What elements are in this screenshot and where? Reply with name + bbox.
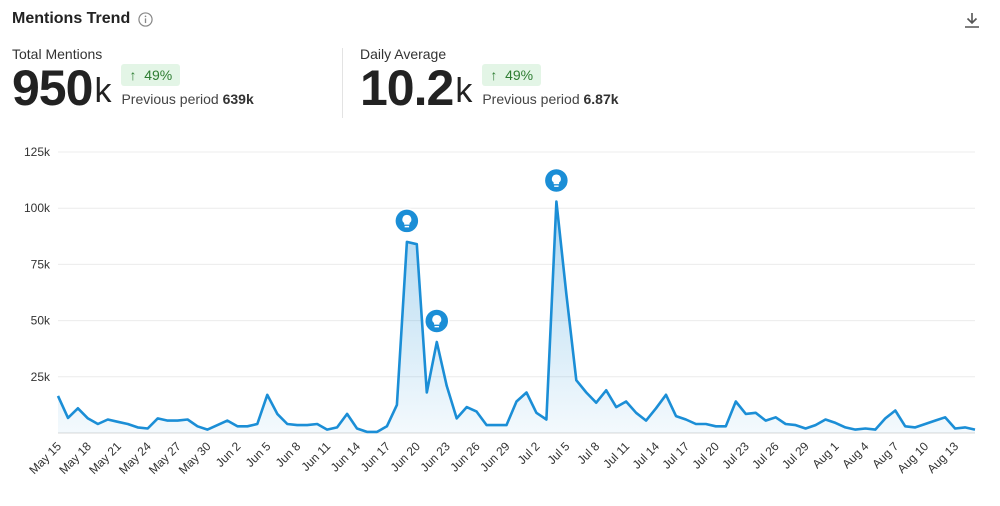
y-tick-label: 100k xyxy=(24,201,51,215)
kpi-value: 10.2 xyxy=(360,60,454,116)
x-tick-label: Jun 26 xyxy=(447,439,483,475)
x-tick-label: Jul 17 xyxy=(660,439,693,472)
kpi-label: Daily Average xyxy=(360,46,447,62)
info-icon[interactable] xyxy=(138,11,153,27)
kpi-total: Total Mentions 950 k ↑ 49% Previous peri… xyxy=(12,46,254,116)
x-tick-label: Aug 4 xyxy=(839,439,871,471)
download-button[interactable] xyxy=(962,10,982,30)
header: Mentions Trend xyxy=(12,10,153,28)
y-tick-label: 75k xyxy=(31,257,51,271)
x-tick-label: May 24 xyxy=(116,439,154,477)
change-value: 49% xyxy=(505,67,534,83)
previous-value: 639k xyxy=(222,91,254,107)
y-tick-label: 125k xyxy=(24,145,51,159)
x-tick-label: Jul 26 xyxy=(749,439,782,472)
x-tick-label: May 15 xyxy=(26,439,64,477)
x-tick-label: Jul 8 xyxy=(575,439,603,467)
x-tick-label: Jun 2 xyxy=(213,439,244,470)
x-tick-label: Aug 1 xyxy=(810,439,842,471)
insight-marker[interactable] xyxy=(394,208,420,234)
x-tick-label: Jun 20 xyxy=(388,439,424,475)
x-tick-label: Jul 20 xyxy=(689,439,722,472)
change-value: 49% xyxy=(144,67,173,83)
x-tick-label: Aug 13 xyxy=(924,439,961,476)
x-tick-label: Jul 14 xyxy=(630,439,663,472)
previous-label: Previous period xyxy=(482,91,580,107)
x-tick-label: Jul 2 xyxy=(515,439,543,467)
kpi-unit: k xyxy=(94,72,112,110)
previous-label: Previous period xyxy=(121,91,219,107)
x-tick-label: Jun 11 xyxy=(298,439,333,474)
bulb-icon xyxy=(432,314,442,328)
x-tick-label: Jun 5 xyxy=(243,439,274,470)
separator xyxy=(342,48,343,118)
widget-title: Mentions Trend xyxy=(12,10,131,27)
area xyxy=(58,201,975,433)
insight-marker[interactable] xyxy=(543,167,570,194)
bulb-icon xyxy=(402,214,412,228)
x-tick-label: Jul 29 xyxy=(779,439,812,472)
x-tick-label: Jul 5 xyxy=(545,439,573,467)
y-tick-label: 50k xyxy=(31,314,51,328)
insight-marker[interactable] xyxy=(424,308,450,334)
kpi-value: 950 xyxy=(12,60,93,116)
x-tick-label: May 27 xyxy=(146,439,184,477)
x-tick-label: Jul 11 xyxy=(600,439,632,471)
kpi-average: Daily Average 10.2 k ↑ 49% Previous peri… xyxy=(360,46,619,116)
y-tick-label: 25k xyxy=(31,370,51,384)
x-tick-label: Jun 23 xyxy=(417,439,453,475)
change-badge: ↑ 49% xyxy=(482,64,542,86)
previous-value: 6.87k xyxy=(583,91,619,107)
x-tick-label: Aug 10 xyxy=(894,439,931,476)
x-tick-label: Jul 23 xyxy=(719,439,752,472)
x-tick-label: Jun 14 xyxy=(328,439,364,475)
line xyxy=(56,200,976,434)
kpi-unit: k xyxy=(455,72,473,110)
x-tick-label: May 18 xyxy=(56,439,94,477)
change-badge: ↑ 49% xyxy=(121,64,181,86)
x-tick-label: May 21 xyxy=(86,439,124,477)
x-tick-label: Jun 17 xyxy=(358,439,394,475)
x-tick-label: Jun 29 xyxy=(477,439,513,475)
kpi-label: Total Mentions xyxy=(12,46,103,62)
x-tick-label: May 30 xyxy=(176,439,214,477)
bulb-icon xyxy=(551,174,561,187)
